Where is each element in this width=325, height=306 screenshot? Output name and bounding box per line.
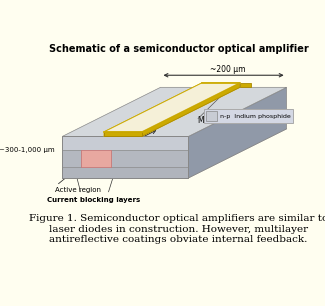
Polygon shape [81,150,111,166]
Polygon shape [104,132,142,136]
Bar [203,109,292,123]
Text: Current blocking layers: Current blocking layers [47,197,141,203]
Text: n-p  Indium phosphide: n-p Indium phosphide [220,114,291,118]
Polygon shape [142,83,240,136]
Polygon shape [62,166,188,178]
Polygon shape [62,136,188,178]
Text: Active region: Active region [55,187,101,193]
Text: Schematic of a semiconductor optical amplifier: Schematic of a semiconductor optical amp… [49,43,308,54]
Text: laser diodes in construction. However, multilayer: laser diodes in construction. However, m… [49,225,308,234]
Text: antireflective coatings obviate internal feedback.: antireflective coatings obviate internal… [49,235,308,244]
Polygon shape [62,129,287,178]
Text: Figure 1. Semiconductor optical amplifiers are similar to: Figure 1. Semiconductor optical amplifie… [29,214,325,223]
Polygon shape [111,150,188,166]
Polygon shape [188,87,287,178]
Bar [206,111,217,121]
Text: n-InP: n-InP [122,168,141,177]
Polygon shape [62,87,287,136]
Text: ~200 μm: ~200 μm [210,65,245,74]
Polygon shape [104,83,240,132]
Polygon shape [62,150,81,166]
Polygon shape [240,83,251,87]
Polygon shape [62,136,188,150]
Text: ~300-1,000 μm: ~300-1,000 μm [0,147,55,153]
Polygon shape [104,83,202,136]
Text: Metal contact: Metal contact [198,116,250,125]
Text: p-InP: p-InP [122,139,141,148]
Polygon shape [104,87,240,136]
